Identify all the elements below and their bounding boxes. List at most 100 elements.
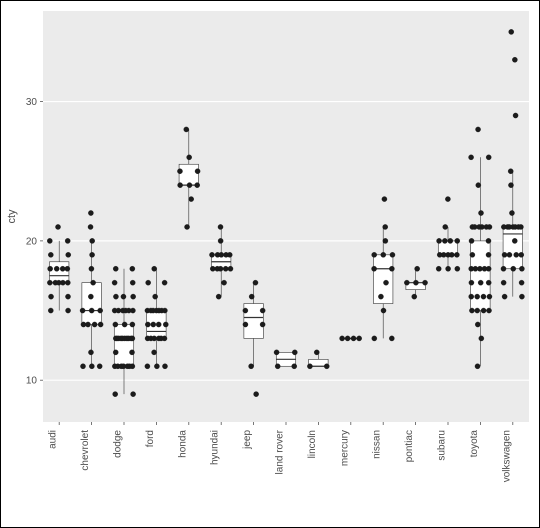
box bbox=[503, 227, 522, 269]
data-point bbox=[60, 280, 65, 285]
data-point bbox=[469, 280, 474, 285]
data-point bbox=[345, 336, 350, 341]
data-point bbox=[88, 210, 93, 215]
data-point bbox=[221, 280, 226, 285]
data-point bbox=[156, 322, 161, 327]
data-point bbox=[519, 252, 524, 257]
data-point bbox=[468, 155, 473, 160]
data-point bbox=[154, 364, 159, 369]
data-point bbox=[195, 183, 200, 188]
data-point bbox=[475, 364, 480, 369]
data-point bbox=[145, 322, 150, 327]
data-point bbox=[162, 364, 167, 369]
data-point bbox=[514, 252, 519, 257]
data-point bbox=[98, 308, 103, 313]
data-point bbox=[486, 238, 491, 243]
data-point bbox=[88, 350, 93, 355]
data-point bbox=[209, 252, 214, 257]
data-point bbox=[508, 183, 513, 188]
data-point bbox=[218, 238, 223, 243]
data-point bbox=[475, 322, 480, 327]
data-point bbox=[413, 280, 418, 285]
data-point bbox=[162, 308, 167, 313]
x-tick-label: mercury bbox=[339, 430, 350, 466]
data-point bbox=[512, 57, 517, 62]
data-point bbox=[351, 336, 356, 341]
data-point bbox=[145, 364, 150, 369]
data-point bbox=[274, 350, 279, 355]
data-point bbox=[243, 322, 248, 327]
data-point bbox=[227, 252, 232, 257]
data-point bbox=[292, 364, 297, 369]
data-point bbox=[130, 266, 135, 271]
data-point bbox=[502, 294, 507, 299]
x-tick-label: subaru bbox=[437, 430, 448, 461]
data-point bbox=[443, 224, 448, 229]
data-point bbox=[55, 224, 60, 229]
data-point bbox=[218, 266, 223, 271]
data-point bbox=[511, 266, 516, 271]
data-point bbox=[381, 252, 386, 257]
data-point bbox=[509, 210, 514, 215]
data-point bbox=[152, 350, 157, 355]
x-tick-label: nissan bbox=[372, 430, 383, 459]
data-point bbox=[90, 238, 95, 243]
data-point bbox=[60, 266, 65, 271]
data-point bbox=[372, 252, 377, 257]
data-point bbox=[475, 127, 480, 132]
data-point bbox=[48, 294, 53, 299]
data-point bbox=[130, 322, 135, 327]
data-point bbox=[478, 210, 483, 215]
data-point bbox=[65, 294, 70, 299]
x-tick-label: jeep bbox=[242, 430, 253, 450]
data-point bbox=[383, 238, 388, 243]
data-point bbox=[518, 224, 523, 229]
box bbox=[179, 164, 198, 185]
data-point bbox=[404, 280, 409, 285]
data-point bbox=[228, 266, 233, 271]
data-point bbox=[131, 294, 136, 299]
data-point bbox=[65, 266, 70, 271]
data-point bbox=[152, 336, 157, 341]
data-point bbox=[219, 252, 224, 257]
data-point bbox=[89, 308, 94, 313]
data-point bbox=[113, 392, 118, 397]
data-point bbox=[519, 294, 524, 299]
data-point bbox=[112, 280, 117, 285]
data-point bbox=[113, 322, 118, 327]
data-point bbox=[146, 280, 151, 285]
data-point bbox=[223, 266, 228, 271]
data-point bbox=[153, 294, 158, 299]
data-point bbox=[151, 322, 156, 327]
data-point bbox=[357, 336, 362, 341]
data-point bbox=[152, 266, 157, 271]
data-point bbox=[216, 294, 221, 299]
data-point bbox=[98, 322, 103, 327]
data-point bbox=[383, 224, 388, 229]
data-point bbox=[65, 238, 70, 243]
data-point bbox=[446, 266, 451, 271]
data-point bbox=[80, 364, 85, 369]
data-point bbox=[189, 196, 194, 201]
data-point bbox=[481, 308, 486, 313]
data-point bbox=[91, 280, 96, 285]
x-tick-label: chevrolet bbox=[80, 430, 91, 471]
box bbox=[114, 324, 133, 366]
x-tick-label: audi bbox=[48, 430, 59, 449]
data-point bbox=[469, 308, 474, 313]
data-point bbox=[249, 294, 254, 299]
data-point bbox=[88, 224, 93, 229]
data-point bbox=[475, 294, 480, 299]
data-point bbox=[371, 266, 376, 271]
data-point bbox=[89, 252, 94, 257]
data-point bbox=[187, 155, 192, 160]
data-point bbox=[479, 336, 484, 341]
data-point bbox=[486, 252, 491, 257]
data-point bbox=[162, 336, 167, 341]
data-point bbox=[249, 364, 254, 369]
data-point bbox=[513, 113, 518, 118]
data-point bbox=[184, 127, 189, 132]
data-point bbox=[455, 238, 460, 243]
data-point bbox=[508, 169, 513, 174]
data-point bbox=[383, 280, 388, 285]
